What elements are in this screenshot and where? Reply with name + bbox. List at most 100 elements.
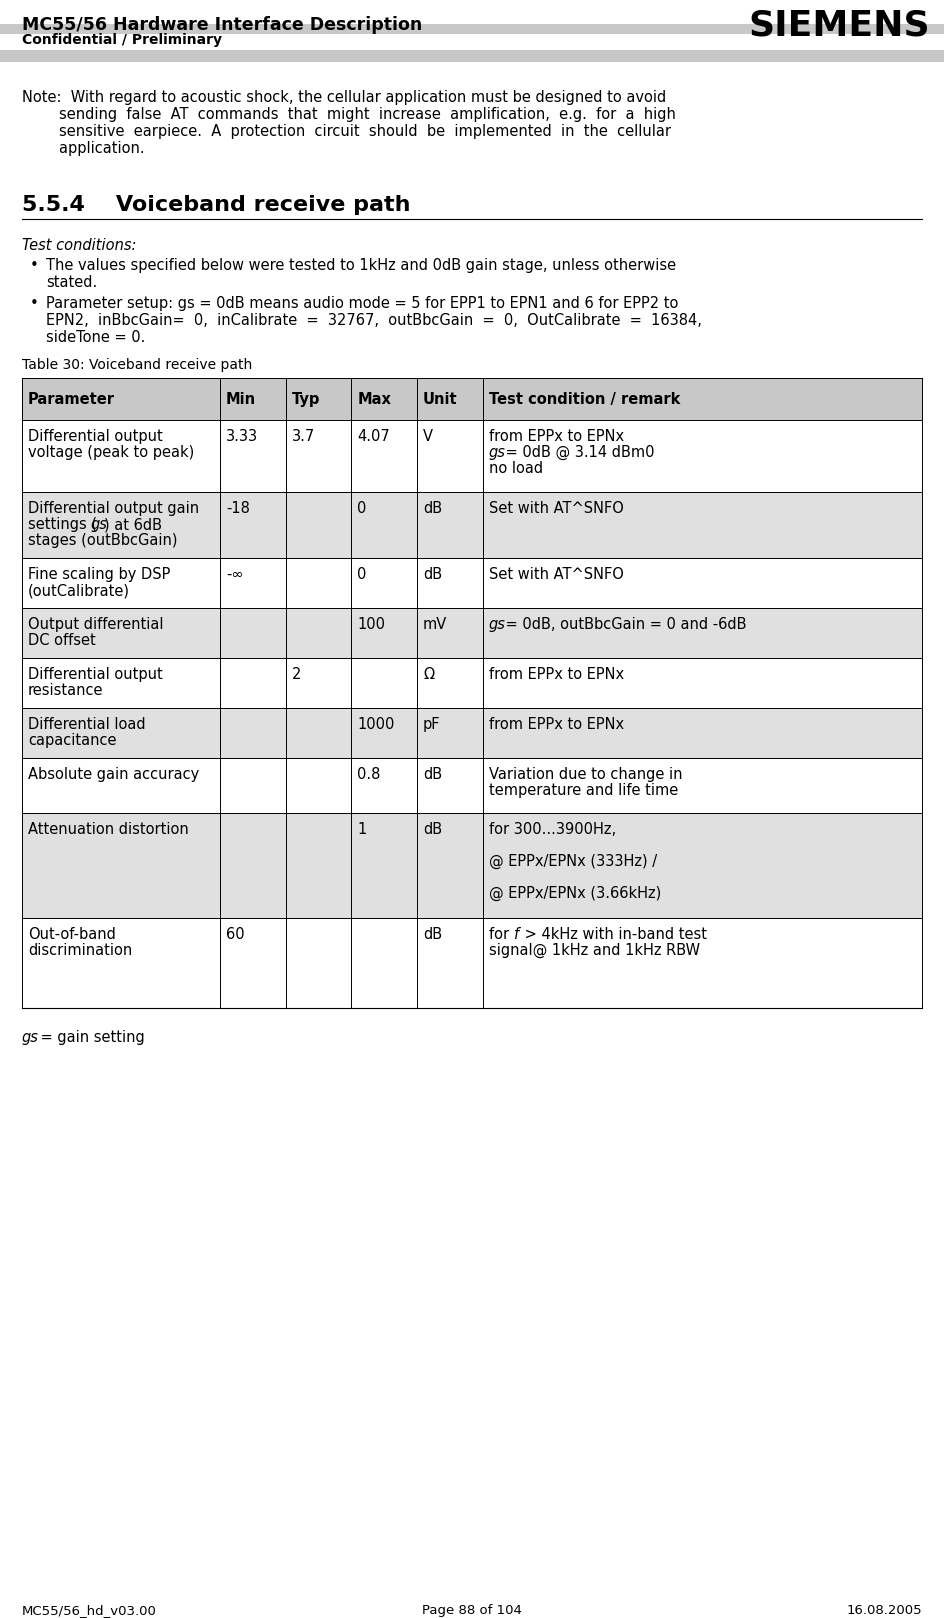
Text: from EPPx to EPNx: from EPPx to EPNx xyxy=(489,667,624,683)
Text: no load: no load xyxy=(489,461,543,476)
Text: = 0dB, outBbcGain = 0 and -6dB: = 0dB, outBbcGain = 0 and -6dB xyxy=(501,616,747,633)
Text: Page 88 of 104: Page 88 of 104 xyxy=(422,1603,522,1616)
Text: sideTone = 0.: sideTone = 0. xyxy=(46,330,145,345)
Text: Variation due to change in: Variation due to change in xyxy=(489,767,683,781)
Text: f: f xyxy=(514,927,519,942)
Text: SIEMENS: SIEMENS xyxy=(749,8,930,42)
Text: EPN2,  inBbcGain=  0,  inCalibrate  =  32767,  outBbcGain  =  0,  OutCalibrate  : EPN2, inBbcGain= 0, inCalibrate = 32767,… xyxy=(46,312,702,328)
Text: dB: dB xyxy=(423,502,442,516)
Text: 60: 60 xyxy=(226,927,244,942)
Text: 0: 0 xyxy=(358,566,367,582)
Text: Test conditions:: Test conditions: xyxy=(22,238,136,252)
Bar xyxy=(22,659,922,709)
Text: Output differential: Output differential xyxy=(28,616,163,633)
Text: = 0dB @ 3.14 dBm0: = 0dB @ 3.14 dBm0 xyxy=(501,445,655,460)
Text: DC offset: DC offset xyxy=(28,633,95,647)
Text: 5.5.4    Voiceband receive path: 5.5.4 Voiceband receive path xyxy=(22,196,411,215)
Text: from EPPx to EPNx: from EPPx to EPNx xyxy=(489,717,624,731)
Text: Differential output: Differential output xyxy=(28,429,162,443)
Text: gs: gs xyxy=(91,518,108,532)
Text: -18: -18 xyxy=(226,502,250,516)
Text: Ω: Ω xyxy=(423,667,434,683)
Text: = gain setting: = gain setting xyxy=(36,1031,144,1045)
Text: The values specified below were tested to 1kHz and 0dB gain stage, unless otherw: The values specified below were tested t… xyxy=(46,257,676,273)
Text: Differential load: Differential load xyxy=(28,717,145,731)
Bar xyxy=(22,379,922,421)
Bar xyxy=(0,50,944,61)
Text: dB: dB xyxy=(423,822,442,837)
Text: Note:  With regard to acoustic shock, the cellular application must be designed : Note: With regard to acoustic shock, the… xyxy=(22,91,666,105)
Text: Set with AT^SNFO: Set with AT^SNFO xyxy=(489,502,624,516)
Text: 1000: 1000 xyxy=(358,717,395,731)
Text: Min: Min xyxy=(226,392,256,406)
Text: 0: 0 xyxy=(358,502,367,516)
Text: sending  false  AT  commands  that  might  increase  amplification,  e.g.  for  : sending false AT commands that might inc… xyxy=(22,107,676,121)
Text: voltage (peak to peak): voltage (peak to peak) xyxy=(28,445,194,460)
Text: stated.: stated. xyxy=(46,275,97,290)
Text: pF: pF xyxy=(423,717,441,731)
Text: stages (outBbcGain): stages (outBbcGain) xyxy=(28,532,177,549)
Text: Parameter: Parameter xyxy=(28,392,115,406)
Text: 4.07: 4.07 xyxy=(358,429,390,443)
Text: sensitive  earpiece.  A  protection  circuit  should  be  implemented  in  the  : sensitive earpiece. A protection circuit… xyxy=(22,125,671,139)
Text: Differential output: Differential output xyxy=(28,667,162,683)
Text: (outCalibrate): (outCalibrate) xyxy=(28,582,130,599)
Text: settings (: settings ( xyxy=(28,518,97,532)
Text: 3.7: 3.7 xyxy=(292,429,315,443)
Text: Parameter setup: gs = 0dB means audio mode = 5 for EPP1 to EPN1 and 6 for EPP2 t: Parameter setup: gs = 0dB means audio mo… xyxy=(46,296,679,311)
Bar xyxy=(22,608,922,659)
Text: Differential output gain: Differential output gain xyxy=(28,502,199,516)
Text: V: V xyxy=(423,429,433,443)
Text: 3.33: 3.33 xyxy=(226,429,258,443)
Text: gs: gs xyxy=(489,616,506,633)
Text: dB: dB xyxy=(423,767,442,781)
Text: MC55/56 Hardware Interface Description: MC55/56 Hardware Interface Description xyxy=(22,16,422,34)
Text: capacitance: capacitance xyxy=(28,733,116,748)
Bar xyxy=(22,421,922,492)
Text: for: for xyxy=(489,927,514,942)
Bar xyxy=(22,558,922,608)
Text: 1: 1 xyxy=(358,822,366,837)
Bar xyxy=(22,812,922,917)
Text: 16.08.2005: 16.08.2005 xyxy=(847,1603,922,1616)
Bar xyxy=(22,917,922,1008)
Text: Test condition / remark: Test condition / remark xyxy=(489,392,681,406)
Text: Out-of-band: Out-of-band xyxy=(28,927,116,942)
Text: -∞: -∞ xyxy=(226,566,244,582)
Text: mV: mV xyxy=(423,616,447,633)
Text: signal@ 1kHz and 1kHz RBW: signal@ 1kHz and 1kHz RBW xyxy=(489,943,700,958)
Text: MC55/56_hd_v03.00: MC55/56_hd_v03.00 xyxy=(22,1603,157,1616)
Text: application.: application. xyxy=(22,141,144,155)
Text: for 300...3900Hz,: for 300...3900Hz, xyxy=(489,822,615,837)
Text: •: • xyxy=(30,257,39,273)
Text: Confidential / Preliminary: Confidential / Preliminary xyxy=(22,32,222,47)
Text: dB: dB xyxy=(423,927,442,942)
Bar xyxy=(0,24,944,34)
Text: Unit: Unit xyxy=(423,392,458,406)
Text: resistance: resistance xyxy=(28,683,104,697)
Text: Absolute gain accuracy: Absolute gain accuracy xyxy=(28,767,199,781)
Text: 2: 2 xyxy=(292,667,301,683)
Text: gs: gs xyxy=(489,445,506,460)
Text: @ EPPx/EPNx (3.66kHz): @ EPPx/EPNx (3.66kHz) xyxy=(489,887,661,901)
Text: > 4kHz with in-band test: > 4kHz with in-band test xyxy=(520,927,707,942)
Bar xyxy=(22,757,922,812)
Text: gs: gs xyxy=(22,1031,39,1045)
Text: discrimination: discrimination xyxy=(28,943,132,958)
Text: Max: Max xyxy=(358,392,391,406)
Text: 100: 100 xyxy=(358,616,385,633)
Text: 0.8: 0.8 xyxy=(358,767,380,781)
Bar xyxy=(22,492,922,558)
Text: •: • xyxy=(30,296,39,311)
Text: ) at 6dB: ) at 6dB xyxy=(104,518,161,532)
Text: from EPPx to EPNx: from EPPx to EPNx xyxy=(489,429,624,443)
Text: Set with AT^SNFO: Set with AT^SNFO xyxy=(489,566,624,582)
Text: temperature and life time: temperature and life time xyxy=(489,783,678,798)
Text: @ EPPx/EPNx (333Hz) /: @ EPPx/EPNx (333Hz) / xyxy=(489,854,657,869)
Bar xyxy=(22,709,922,757)
Text: Typ: Typ xyxy=(292,392,320,406)
Text: Fine scaling by DSP: Fine scaling by DSP xyxy=(28,566,170,582)
Text: Attenuation distortion: Attenuation distortion xyxy=(28,822,189,837)
Text: Table 30: Voiceband receive path: Table 30: Voiceband receive path xyxy=(22,358,252,372)
Text: dB: dB xyxy=(423,566,442,582)
